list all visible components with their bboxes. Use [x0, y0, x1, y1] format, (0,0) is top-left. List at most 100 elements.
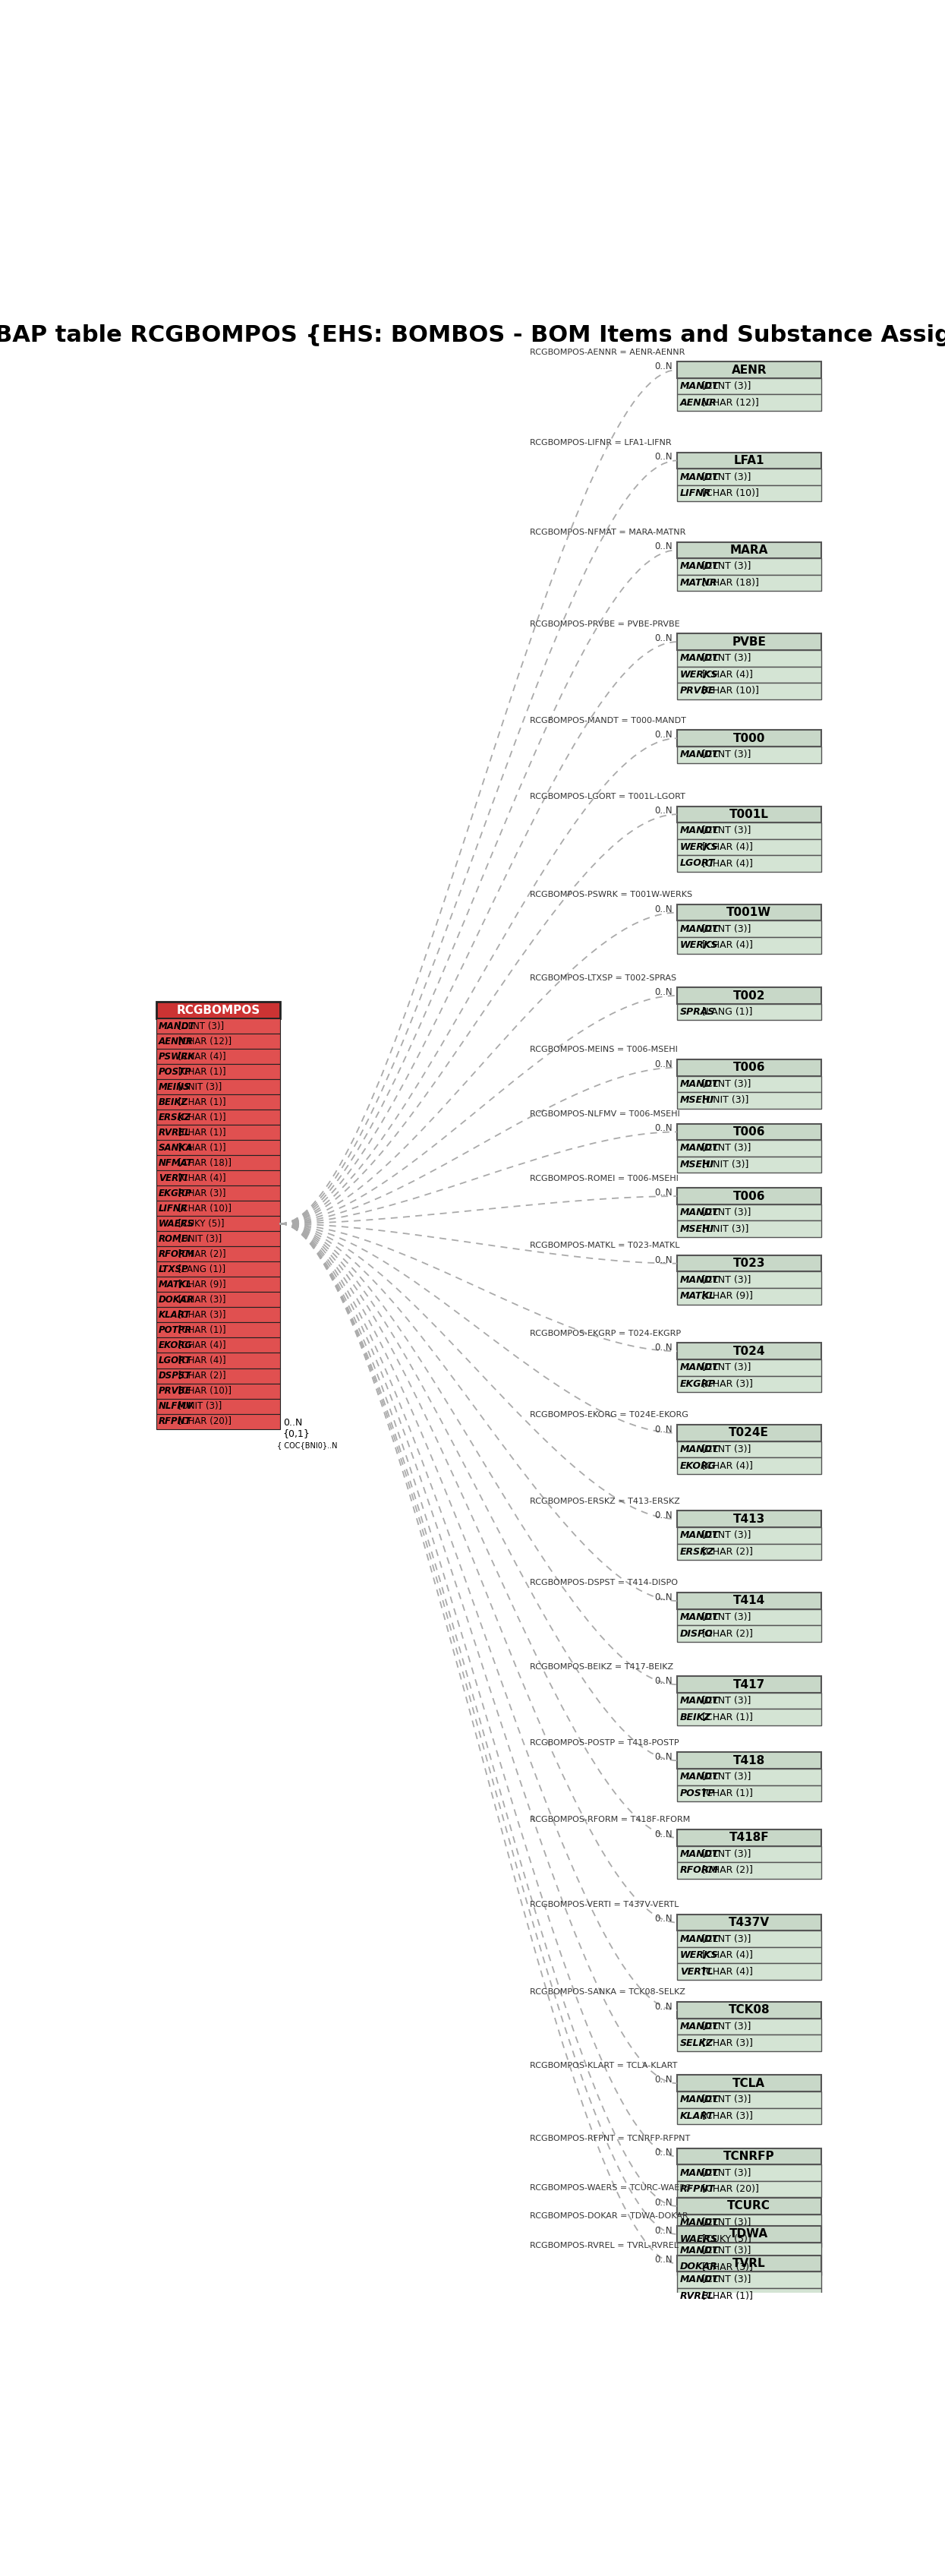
Text: MANDT: MANDT [679, 1208, 719, 1218]
FancyBboxPatch shape [677, 729, 821, 747]
FancyBboxPatch shape [677, 2241, 821, 2259]
Text: [CHAR (2)]: [CHAR (2)] [176, 1249, 226, 1260]
Text: RVREL: RVREL [679, 2290, 714, 2300]
Text: RCGBOMPOS-SANKA = TCK08-SELKZ: RCGBOMPOS-SANKA = TCK08-SELKZ [530, 1989, 685, 1996]
Text: WERKS: WERKS [679, 670, 718, 680]
Text: [LANG (1)]: [LANG (1)] [699, 1007, 752, 1018]
Text: [CHAR (3)]: [CHAR (3)] [176, 1311, 226, 1319]
FancyBboxPatch shape [677, 1770, 821, 1785]
Text: TCLA: TCLA [732, 2079, 765, 2089]
Text: MANDT: MANDT [679, 1935, 719, 1945]
Text: PRVBE: PRVBE [159, 1386, 192, 1396]
Text: 0..N: 0..N [654, 904, 672, 914]
FancyBboxPatch shape [677, 1510, 821, 1528]
FancyBboxPatch shape [677, 1376, 821, 1391]
FancyBboxPatch shape [156, 1033, 280, 1048]
FancyBboxPatch shape [156, 1262, 280, 1278]
Text: NFMAT: NFMAT [159, 1159, 194, 1167]
Text: PVBE: PVBE [732, 636, 766, 647]
Text: [CHAR (12)]: [CHAR (12)] [176, 1036, 232, 1046]
Text: { COC{BNI0}..N: { COC{BNI0}..N [277, 1443, 337, 1450]
Text: NLFMV: NLFMV [159, 1401, 194, 1412]
Text: DISPO: DISPO [679, 1628, 713, 1638]
Text: TCURC: TCURC [728, 2200, 770, 2213]
FancyBboxPatch shape [677, 2107, 821, 2125]
Text: [CHAR (3)]: [CHAR (3)] [699, 2262, 753, 2272]
Text: T437V: T437V [729, 1917, 769, 1929]
FancyBboxPatch shape [677, 634, 821, 649]
FancyBboxPatch shape [156, 1399, 280, 1414]
Text: T417: T417 [733, 1680, 765, 1690]
FancyBboxPatch shape [677, 2259, 821, 2275]
FancyBboxPatch shape [677, 559, 821, 574]
Text: [CHAR (9)]: [CHAR (9)] [176, 1280, 226, 1291]
FancyBboxPatch shape [677, 667, 821, 683]
Text: T001W: T001W [727, 907, 771, 917]
FancyBboxPatch shape [156, 1095, 280, 1110]
Text: [CLNT (3)]: [CLNT (3)] [699, 1613, 751, 1623]
FancyBboxPatch shape [677, 1592, 821, 1610]
FancyBboxPatch shape [156, 1383, 280, 1399]
FancyBboxPatch shape [677, 2148, 821, 2164]
Text: [CHAR (1)]: [CHAR (1)] [176, 1097, 226, 1108]
FancyBboxPatch shape [677, 1610, 821, 1625]
Text: MANDT: MANDT [679, 1530, 719, 1540]
FancyBboxPatch shape [677, 2092, 821, 2107]
Text: 0..N: 0..N [654, 729, 672, 739]
Text: SANKA: SANKA [159, 1144, 194, 1151]
Text: KLART: KLART [159, 1311, 191, 1319]
Text: [CHAR (3)]: [CHAR (3)] [699, 2112, 753, 2120]
FancyBboxPatch shape [677, 683, 821, 698]
Text: T002: T002 [733, 989, 765, 1002]
FancyBboxPatch shape [156, 1321, 280, 1337]
Text: [CHAR (3)]: [CHAR (3)] [699, 2038, 753, 2048]
Text: RCGBOMPOS-VERTI = T437V-VERTL: RCGBOMPOS-VERTI = T437V-VERTL [530, 1901, 679, 1909]
Text: [CHAR (12)]: [CHAR (12)] [699, 397, 759, 407]
FancyBboxPatch shape [677, 1440, 821, 1458]
Text: RCGBOMPOS-DOKAR = TDWA-DOKAR: RCGBOMPOS-DOKAR = TDWA-DOKAR [530, 2213, 688, 2221]
Text: RCGBOMPOS-MANDT = T000-MANDT: RCGBOMPOS-MANDT = T000-MANDT [530, 716, 686, 724]
FancyBboxPatch shape [156, 1278, 280, 1293]
Text: [UNIT (3)]: [UNIT (3)] [176, 1082, 222, 1092]
Text: RCGBOMPOS-RFPNT = TCNRFP-RFPNT: RCGBOMPOS-RFPNT = TCNRFP-RFPNT [530, 2136, 690, 2143]
FancyBboxPatch shape [677, 2035, 821, 2050]
Text: [CHAR (3)]: [CHAR (3)] [176, 1296, 226, 1303]
FancyBboxPatch shape [677, 1342, 821, 1360]
Text: MANDT: MANDT [679, 1363, 719, 1373]
Text: [UNIT (3)]: [UNIT (3)] [176, 1234, 222, 1244]
FancyBboxPatch shape [677, 1625, 821, 1641]
Text: T000: T000 [733, 732, 765, 744]
Text: 0..N: 0..N [654, 1188, 672, 1198]
FancyBboxPatch shape [677, 1708, 821, 1726]
FancyBboxPatch shape [677, 1123, 821, 1141]
FancyBboxPatch shape [677, 1005, 821, 1020]
Text: [CLNT (3)]: [CLNT (3)] [699, 1208, 751, 1218]
FancyBboxPatch shape [677, 2197, 821, 2215]
FancyBboxPatch shape [156, 1126, 280, 1141]
Text: T006: T006 [733, 1126, 765, 1139]
Text: MANDT: MANDT [679, 827, 719, 835]
FancyBboxPatch shape [677, 1677, 821, 1692]
Text: 0..N: 0..N [654, 1342, 672, 1352]
Text: 0..N: 0..N [654, 361, 672, 371]
FancyBboxPatch shape [156, 1200, 280, 1216]
Text: [CLNT (3)]: [CLNT (3)] [699, 2022, 751, 2032]
Text: 0..N: 0..N [654, 1510, 672, 1520]
Text: [CHAR (1)]: [CHAR (1)] [699, 1788, 753, 1798]
Text: [CHAR (10)]: [CHAR (10)] [699, 685, 759, 696]
FancyBboxPatch shape [677, 1458, 821, 1473]
Text: RCGBOMPOS-PRVBE = PVBE-PRVBE: RCGBOMPOS-PRVBE = PVBE-PRVBE [530, 621, 679, 629]
Text: [CHAR (4)]: [CHAR (4)] [699, 1950, 753, 1960]
FancyBboxPatch shape [677, 379, 821, 394]
Text: [CLNT (3)]: [CLNT (3)] [699, 1363, 751, 1373]
Text: [CHAR (1)]: [CHAR (1)] [176, 1113, 226, 1123]
FancyBboxPatch shape [156, 1064, 280, 1079]
Text: [CLNT (3)]: [CLNT (3)] [699, 1935, 751, 1945]
Text: ROMEI: ROMEI [159, 1234, 192, 1244]
FancyBboxPatch shape [677, 822, 821, 840]
Text: RCGBOMPOS-EKORG = T024E-EKORG: RCGBOMPOS-EKORG = T024E-EKORG [530, 1412, 689, 1419]
Text: RCGBOMPOS-AENNR = AENR-AENNR: RCGBOMPOS-AENNR = AENR-AENNR [530, 348, 685, 355]
Text: TCK08: TCK08 [729, 2004, 770, 2017]
FancyBboxPatch shape [677, 747, 821, 762]
FancyBboxPatch shape [156, 1216, 280, 1231]
